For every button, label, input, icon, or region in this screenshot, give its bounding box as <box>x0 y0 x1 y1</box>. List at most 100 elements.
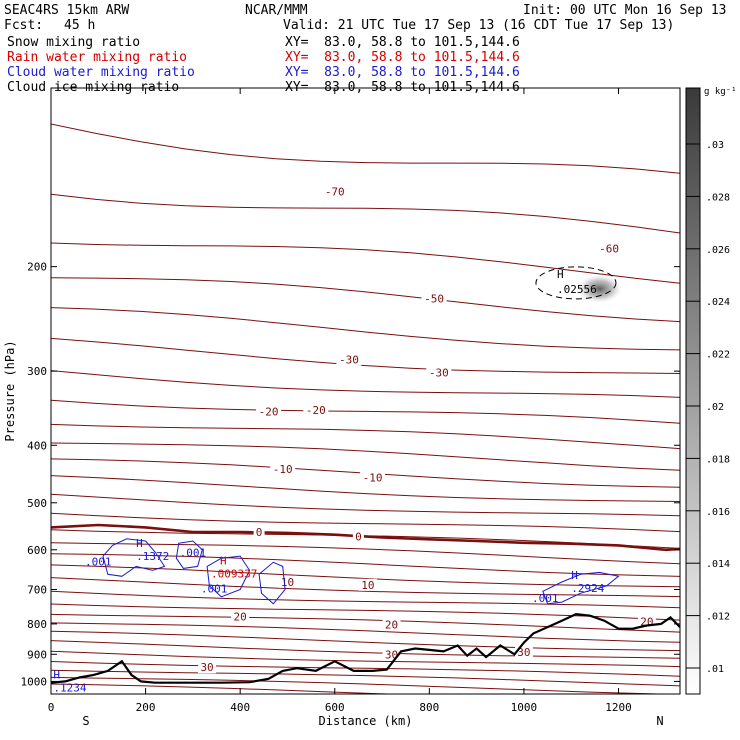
isotherm-label: 30 <box>385 649 398 662</box>
isotherm-line <box>51 123 680 174</box>
isotherm-label: 30 <box>517 646 530 659</box>
field-xy-rain: XY= 83.0, 58.8 to 101.5,144.6 <box>285 50 520 65</box>
freezing-level-line <box>51 523 680 552</box>
field-name-rain: Rain water mixing ratio <box>7 50 188 65</box>
init-time: Init: 00 UTC Mon 16 Sep 13 <box>523 3 727 18</box>
x-tick-label: 200 <box>136 701 156 714</box>
isotherm-label: 0 <box>355 530 362 543</box>
isotherm-line <box>51 277 680 323</box>
forecast-label: Fcst: <box>4 18 44 33</box>
colorbar-tick-label: .03 <box>706 140 724 151</box>
cloud-water-contour <box>258 561 286 605</box>
isotherm-label-bg <box>278 575 297 588</box>
isotherm-line <box>51 193 680 234</box>
y-axis-label: Pressure (hPa) <box>3 340 17 441</box>
cloud-water-contour <box>175 540 203 569</box>
isotherm-line <box>51 442 680 471</box>
isotherm-line <box>51 650 680 668</box>
x-end-label-south: S <box>82 714 89 728</box>
isotherm-line <box>51 423 680 450</box>
x-axis-label: Distance (km) <box>319 714 413 728</box>
isotherm-label-bg <box>256 405 282 418</box>
y-tick-label: 1000 <box>21 675 48 688</box>
isotherm-label: 20 <box>234 610 247 623</box>
isotherm-label: -10 <box>273 463 293 476</box>
isotherm-label-bg <box>426 366 452 379</box>
cloud-water-contour-label: .001 <box>85 556 112 569</box>
cloud-water-max-value: .1372 <box>136 550 169 563</box>
isotherm-line <box>51 337 680 374</box>
cloud-water-contour <box>102 538 166 577</box>
isotherm-label-bg <box>253 525 265 538</box>
isotherm-line <box>51 577 680 598</box>
field-name-cloud-water: Cloud water mixing ratio <box>7 65 195 80</box>
cloud-ice-max-symbol: H <box>557 268 564 281</box>
x-end-label-north: N <box>656 714 663 728</box>
isotherm-label-bg <box>382 618 401 631</box>
y-tick-label: 400 <box>27 439 47 452</box>
forecast-hour: 45 h <box>64 18 96 33</box>
colorbar-tick-label: .026 <box>706 245 730 256</box>
colorbar-tick-label: .014 <box>706 559 730 570</box>
x-tick-label: 1000 <box>511 701 538 714</box>
isotherm-line <box>51 564 680 588</box>
isotherm-label: -50 <box>424 292 444 305</box>
isotherm-label: 30 <box>200 661 213 674</box>
colorbar-tick-label: .01 <box>706 664 724 675</box>
isotherm-group <box>51 123 680 694</box>
isotherm-label: -60 <box>599 242 619 255</box>
isotherm-label: 0 <box>256 526 263 539</box>
isotherm-label: -30 <box>429 367 449 380</box>
isotherm-line <box>51 630 680 652</box>
cloud-ice-shading <box>577 274 622 303</box>
isotherm-label: -70 <box>325 185 345 198</box>
isotherm-line <box>51 676 677 694</box>
isotherm-line <box>51 542 680 565</box>
x-tick-label: 0 <box>48 701 55 714</box>
cloud-water-max-symbol: H <box>571 569 578 582</box>
isotherm-line <box>51 683 400 694</box>
isotherm-label-bg <box>303 403 329 416</box>
model-title: SEAC4RS 15km ARW <box>4 3 130 18</box>
valid-time: Valid: 21 UTC Tue 17 Sep 13 (16 CDT Tue … <box>283 18 675 33</box>
colorbar-tick-label: .024 <box>706 297 730 308</box>
y-tick-label: 500 <box>27 497 47 510</box>
isotherm-label: -20 <box>259 405 279 418</box>
cloud-ice-max-value: .02556 <box>557 283 597 296</box>
isotherm-label: -30 <box>339 354 359 367</box>
plot-frame <box>50 87 681 695</box>
y-tick-label: 900 <box>27 648 47 661</box>
isotherm-label-bg <box>352 530 364 543</box>
isotherm-line <box>51 669 680 687</box>
isotherm-label-bg <box>421 292 447 305</box>
isotherm-line <box>51 493 680 517</box>
isotherm-label-bg <box>198 661 217 674</box>
isotherm-line <box>51 622 680 643</box>
x-tick-label: 600 <box>325 701 345 714</box>
colorbar-tick-label: .02 <box>706 402 724 413</box>
isotherm-label: -10 <box>363 471 383 484</box>
y-tick-label: 700 <box>27 584 47 597</box>
isotherm-label-bg <box>358 578 377 591</box>
isotherm-label-bg <box>322 185 348 198</box>
colorbar-tick-label: .022 <box>706 350 730 361</box>
y-tick-label: 800 <box>27 618 47 631</box>
isotherm-label-bg <box>270 462 296 475</box>
y-tick-label: 300 <box>27 365 47 378</box>
colorbar-tick-label: .018 <box>706 454 730 465</box>
cloud-ice-contour <box>535 266 617 300</box>
colorbar <box>685 87 701 695</box>
isotherm-line <box>51 590 680 609</box>
isotherm-line <box>51 603 680 621</box>
isotherm-label-bg <box>596 242 622 255</box>
isotherm-line <box>51 399 680 424</box>
isotherm-label: 20 <box>385 619 398 632</box>
isotherm-line <box>51 475 680 502</box>
organization: NCAR/MMM <box>245 3 308 18</box>
colorbar-tick-label: .012 <box>706 612 730 623</box>
isotherm-line <box>51 370 680 398</box>
terrain-line <box>51 612 680 684</box>
isotherm-label: -20 <box>306 404 326 417</box>
field-xy-snow: XY= 83.0, 58.8 to 101.5,144.6 <box>285 35 520 50</box>
